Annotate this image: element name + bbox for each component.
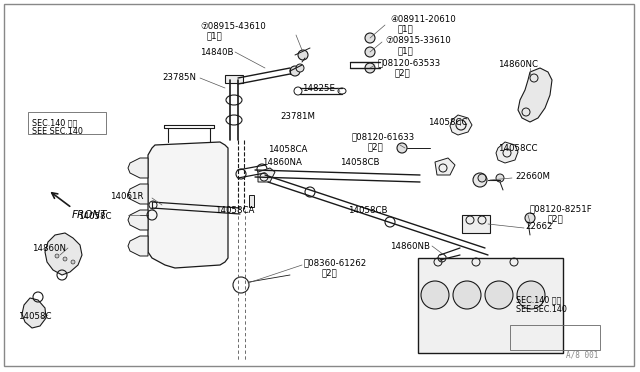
Text: （1）: （1） [207,31,223,40]
Text: 14058CC: 14058CC [428,118,467,127]
Text: 22660M: 22660M [515,172,550,181]
Text: （2）: （2） [395,68,411,77]
Polygon shape [450,115,472,135]
Text: 22662: 22662 [525,222,552,231]
Circle shape [473,173,487,187]
Polygon shape [128,210,148,230]
Polygon shape [45,233,82,275]
Text: （1）: （1） [398,46,413,55]
Text: 14860NA: 14860NA [262,158,302,167]
Text: 14058C: 14058C [18,312,51,321]
Circle shape [485,281,513,309]
Bar [510,325,600,350]
Circle shape [397,143,407,153]
Circle shape [478,174,486,182]
Text: 14058CA: 14058CA [215,206,254,215]
Text: 14840B: 14840B [200,48,234,57]
Text: Ⓑ08120-61633: Ⓑ08120-61633 [352,132,415,141]
Circle shape [365,47,375,57]
Circle shape [496,174,504,182]
Text: （2）: （2） [368,142,384,151]
Circle shape [296,64,304,72]
Bar [249,195,254,207]
Polygon shape [496,142,518,163]
Circle shape [63,257,67,261]
Text: （2）: （2） [548,214,564,223]
Text: 14860NB: 14860NB [390,242,430,251]
Circle shape [365,33,375,43]
Text: 14058CC: 14058CC [498,144,538,153]
Text: 23785N: 23785N [162,73,196,82]
Circle shape [453,281,481,309]
Text: SEE SEC.140: SEE SEC.140 [516,305,567,314]
Text: 14860N: 14860N [32,244,66,253]
Text: 14058CA: 14058CA [268,145,307,154]
Text: ⑦08915-33610: ⑦08915-33610 [385,36,451,45]
Circle shape [525,213,535,223]
Polygon shape [148,142,228,268]
Polygon shape [258,168,275,182]
Circle shape [298,50,308,60]
Text: SEC.140 参図: SEC.140 参図 [32,118,77,127]
Polygon shape [128,158,148,178]
Text: （1）: （1） [398,24,413,33]
Text: SEC.140 参図: SEC.140 参図 [516,295,561,304]
Circle shape [290,66,300,76]
Polygon shape [518,68,552,122]
Bar [462,215,490,233]
Text: 14058C: 14058C [78,212,111,221]
Polygon shape [128,184,148,204]
Text: Ⓢ08360-61262: Ⓢ08360-61262 [304,258,367,267]
Text: 14860NC: 14860NC [498,60,538,69]
Text: 14058CB: 14058CB [348,206,387,215]
Text: 14061R: 14061R [110,192,143,201]
Circle shape [517,281,545,309]
Text: Ⓑ08120-8251F: Ⓑ08120-8251F [530,204,593,213]
Polygon shape [128,236,148,256]
Bar [418,258,563,353]
Circle shape [71,260,75,264]
Text: 14825E: 14825E [302,84,335,93]
Text: SEE SEC.140: SEE SEC.140 [32,127,83,136]
Circle shape [55,254,59,258]
Polygon shape [22,298,46,328]
Text: ④08911-20610: ④08911-20610 [390,15,456,24]
Bar [28,112,106,134]
Circle shape [365,63,375,73]
Text: FRONT: FRONT [72,210,108,220]
Text: 14058CB: 14058CB [340,158,380,167]
Text: （2）: （2） [322,268,338,277]
Polygon shape [435,158,455,175]
Circle shape [421,281,449,309]
Text: A/8 001: A/8 001 [566,351,598,360]
Text: 23781M: 23781M [280,112,315,121]
Text: Ⓑ08120-63533: Ⓑ08120-63533 [378,58,441,67]
Text: ⑦08915-43610: ⑦08915-43610 [200,22,266,31]
Bar [225,75,243,83]
